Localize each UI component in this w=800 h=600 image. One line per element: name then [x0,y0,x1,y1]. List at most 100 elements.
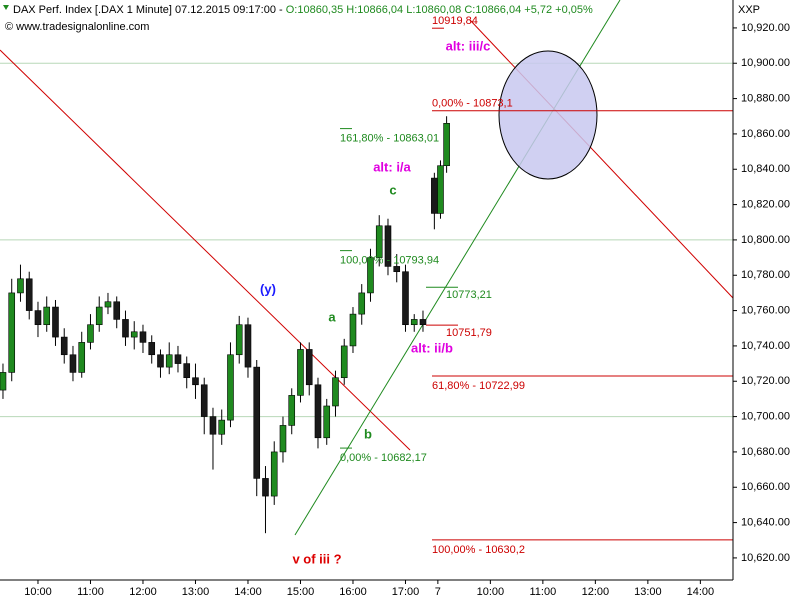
candle-body [60,336,68,356]
x-tick-label: 14:00 [687,586,715,598]
quote: O:10860,35 H:10866,04 L:10860,08 C:10866… [286,4,593,16]
y-tick-label: 10,620.00 [741,552,790,564]
level-label: 100,00% - 10630,2 [432,544,525,556]
header-icon [3,5,9,10]
wave-label: (y) [260,281,276,296]
candle-body [244,324,252,368]
candle-body [34,310,42,326]
y-tick-label: 10,640.00 [741,516,790,528]
y-axis-area [733,0,800,600]
y-tick-label: 10,820.00 [741,198,790,210]
trend-line [0,49,411,451]
trend-line [469,19,734,299]
candle-body [270,451,278,497]
candle-body [157,354,164,368]
wave-label: c [389,182,396,197]
candle-body [431,177,438,214]
level-label: 61,80% - 10722,99 [432,380,525,392]
candle-body [218,419,226,435]
candle-body [253,366,261,479]
level-label: 0,00% - 10682,17 [340,452,427,464]
y-tick-label: 10,740.00 [741,340,790,352]
candle-body [25,278,33,311]
candle-body [323,405,331,439]
chart-header: DAX Perf. Index [.DAX 1 Minute] 07.12.20… [13,4,593,16]
y-tick-label: 10,860.00 [741,128,790,140]
candle-body [139,331,147,343]
candle-body [113,301,121,320]
level-label: 0,00% - 10873,1 [432,98,513,110]
wave-label: alt: ii/b [411,340,453,355]
candle-body [17,278,24,294]
candle-body [375,225,383,258]
y-tick-label: 10,660.00 [741,481,790,493]
x-tick-label: 12:00 [129,586,157,598]
candle-body [8,292,16,373]
x-tick-label: 11:00 [529,586,556,598]
candle-body [349,313,357,347]
y-tick-label: 10,700.00 [741,410,790,422]
level-label: 10773,21 [446,289,492,301]
target-ellipse [498,50,598,180]
wave-label: alt: i/a [373,159,411,174]
candle-body [0,372,7,391]
candle-body [279,425,287,453]
y-tick-label: 10,920.00 [741,22,790,34]
wave-label: a [328,309,336,324]
candle-body [367,257,374,294]
wave-label: b [364,426,372,441]
candle-body [419,319,427,326]
x-tick-label: 15:00 [287,586,315,598]
candle-body [305,349,313,386]
candle-body [227,354,234,421]
x-tick-label: 16:00 [339,586,367,598]
candle-body [43,306,51,326]
candle-body [165,354,173,368]
plot-area [0,0,733,580]
candle-body [437,165,444,214]
y-tick-label: 10,880.00 [741,92,790,104]
candle-body [174,354,182,364]
candle-body [148,342,156,356]
candle-body [104,301,112,308]
x-tick-label: 13:00 [182,586,210,598]
y-tick-label: 10,780.00 [741,269,790,281]
y-tick-label: 10,900.00 [741,57,790,69]
candle-body [95,306,103,326]
x-tick-label: 17:00 [392,586,420,598]
candle-body [384,225,392,267]
candle-body [358,292,366,315]
x-tick-label: 13:00 [634,586,662,598]
candle-body [235,324,243,356]
source: © www.tradesignalonline.com [5,21,149,33]
candle-body [69,354,77,373]
y-tick-label: 10,720.00 [741,375,790,387]
candle-body [393,266,401,273]
candle-body [402,271,409,326]
candle-body [192,377,199,386]
candle-body [288,395,296,426]
y-tick-label: 10,800.00 [741,234,790,246]
candle-body [410,319,418,326]
x-tick-label: 10:00 [477,586,505,598]
y-tick-label: 10,840.00 [741,163,790,175]
x-axis-area [0,580,733,600]
candle-body [314,384,322,439]
candle-body [87,324,94,343]
x-tick-label: 12:00 [582,586,610,598]
level-label: 100,00% - 10793,94 [340,255,439,267]
axis-tag: XXP [738,4,760,16]
x-tick-label: 10:00 [24,586,52,598]
candle-body [200,384,208,417]
candle-body [130,331,138,338]
y-tick-label: 10,680.00 [741,446,790,458]
y-tick-label: 10,760.00 [741,304,790,316]
candle-body [332,377,339,407]
level-label: 10751,79 [446,327,492,339]
candle-body [262,478,269,497]
candle-body [340,345,348,379]
x-tick-label: 11:00 [77,586,104,598]
candle-body [183,363,191,379]
